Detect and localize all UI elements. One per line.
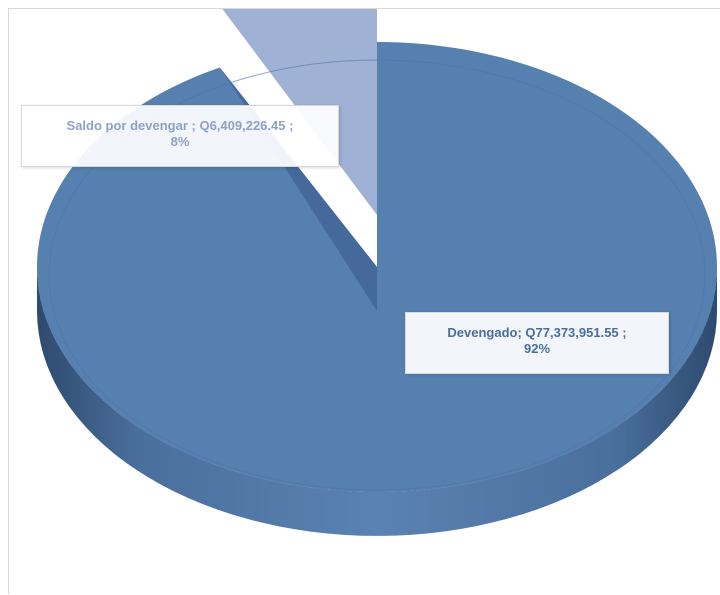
data-label-devengado: Devengado; Q77,373,951.55 ; 92%	[405, 312, 669, 374]
label-saldo-sep2: ;	[285, 118, 294, 133]
label-saldo-category: Saldo por devengar	[66, 118, 188, 133]
pie-highlight-ring	[48, 59, 706, 491]
chart-area: Saldo por devengar ; Q6,409,226.45 ; 8% …	[8, 8, 720, 594]
label-saldo-amount: Q6,409,226.45	[199, 118, 286, 133]
label-devengado-category: Devengado	[447, 325, 518, 340]
pie-side-band	[37, 267, 717, 536]
pie-slice-saldo	[222, 9, 377, 215]
label-saldo-percent: 8%	[170, 134, 190, 149]
label-devengado-sep2: ;	[618, 325, 627, 340]
label-devengado-percent: 92%	[523, 341, 551, 356]
label-saldo-sep1: ;	[187, 118, 200, 133]
pie-chart	[36, 9, 717, 536]
data-label-saldo: Saldo por devengar ; Q6,409,226.45 ; 8%	[21, 105, 339, 167]
label-devengado-amount: Q77,373,951.55	[525, 325, 619, 340]
label-devengado-sep1: ;	[517, 325, 526, 340]
